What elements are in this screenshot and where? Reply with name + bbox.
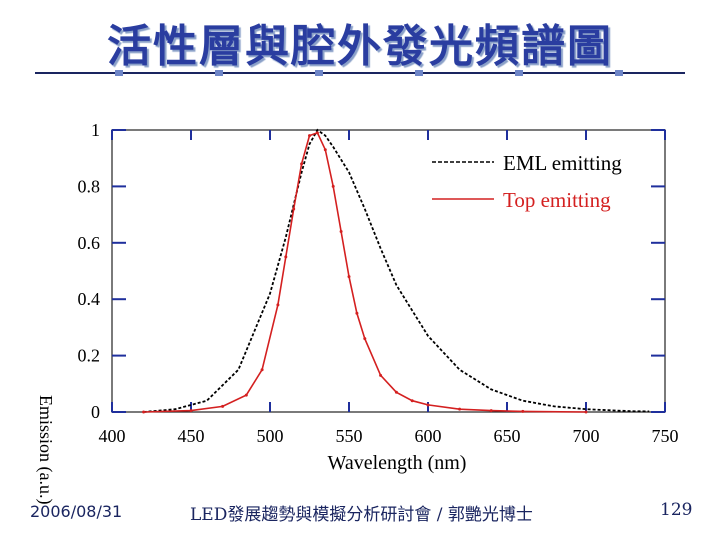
top-emitting-point bbox=[584, 410, 588, 414]
top-emitting-point bbox=[323, 148, 327, 152]
page-number: 129 bbox=[660, 500, 693, 520]
top-emitting-point bbox=[142, 410, 146, 414]
top-emitting-point bbox=[339, 230, 343, 234]
top-emitting-point bbox=[260, 368, 264, 372]
y-tick-label: 1 bbox=[91, 120, 100, 140]
top-emitting-point bbox=[292, 207, 296, 211]
top-emitting-point bbox=[244, 393, 248, 397]
top-emitting-point bbox=[347, 275, 351, 279]
top-emitting-point bbox=[379, 373, 383, 377]
y-axis-label: Emission (a.u.) bbox=[35, 395, 56, 505]
top-emitting-point bbox=[394, 390, 398, 394]
top-emitting-point bbox=[300, 162, 304, 166]
x-axis-label: Wavelength (nm) bbox=[328, 452, 467, 474]
top-emitting-point bbox=[521, 409, 525, 413]
y-tick-label: 0.8 bbox=[78, 176, 101, 196]
x-tick-label: 700 bbox=[573, 426, 600, 446]
x-tick-label: 400 bbox=[99, 426, 126, 446]
top-emitting-point bbox=[189, 409, 193, 413]
y-tick-label: 0.4 bbox=[78, 289, 101, 309]
legend-eml-label: EML emitting bbox=[503, 151, 622, 175]
top-emitting-point bbox=[276, 303, 280, 307]
footer-date: 2006/08/31 bbox=[30, 502, 123, 521]
x-tick-label: 650 bbox=[494, 426, 521, 446]
top-emitting-point bbox=[489, 409, 493, 413]
x-tick-label: 750 bbox=[652, 426, 679, 446]
top-emitting-point bbox=[410, 399, 414, 403]
slide-title: 活性層與腔外發光頻譜圖 bbox=[107, 21, 613, 72]
top-emitting-point bbox=[355, 311, 359, 315]
top-emitting-point bbox=[331, 184, 335, 188]
footer-seminar-title: LED發展趨勢與模擬分析研討會 / 郭艷光博士 bbox=[190, 505, 533, 525]
y-tick-label: 0.6 bbox=[78, 233, 101, 253]
title-underline bbox=[35, 70, 685, 76]
legend-top-label: Top emitting bbox=[503, 188, 611, 212]
top-emitting-point bbox=[363, 337, 367, 341]
series-line-eml-emitting bbox=[143, 128, 650, 413]
plot-frame bbox=[111, 129, 666, 413]
top-emitting-point bbox=[308, 134, 311, 138]
x-tick-label: 600 bbox=[415, 426, 442, 446]
top-emitting-point bbox=[426, 403, 430, 407]
y-tick-label: 0.2 bbox=[78, 346, 101, 366]
top-emitting-point bbox=[284, 255, 288, 259]
x-tick-label: 450 bbox=[178, 426, 205, 446]
x-tick-label: 550 bbox=[336, 426, 363, 446]
x-tick-label: 500 bbox=[257, 426, 284, 446]
y-tick-label: 0 bbox=[91, 402, 100, 422]
top-emitting-point bbox=[458, 407, 462, 411]
top-emitting-point bbox=[221, 404, 225, 408]
top-emitting-point bbox=[315, 131, 319, 135]
